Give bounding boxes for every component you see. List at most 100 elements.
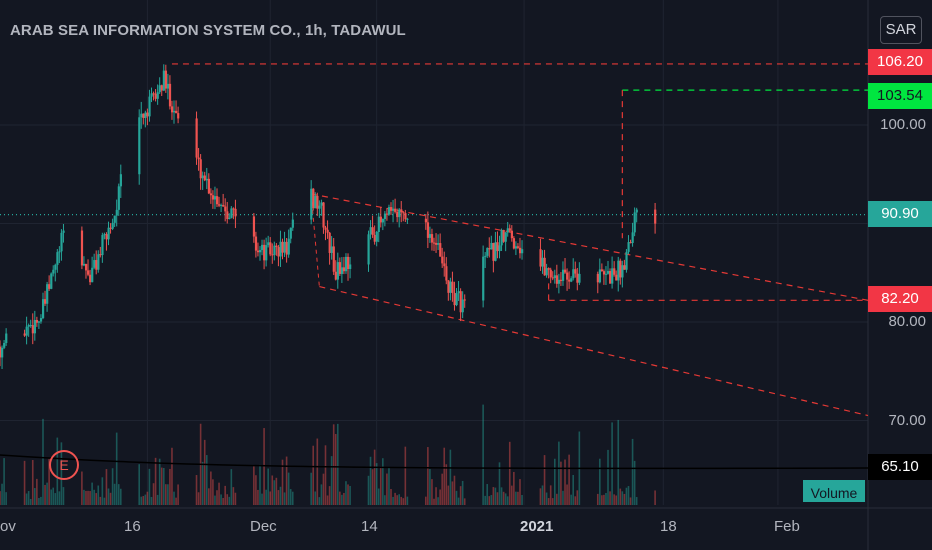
volume-label: Volume [803,480,865,502]
volume-bar [517,491,519,505]
volume-bar [461,480,464,505]
volume-bar [431,479,433,505]
candle-body [392,208,395,211]
volume-bar [328,486,331,505]
volume-bar [44,484,46,505]
candle-body [330,246,333,253]
volume-bar [109,492,112,505]
volume-bar [1,483,3,505]
volume-bar [406,496,409,505]
candle-body [564,269,567,273]
volume-bar [158,458,161,505]
y-tick-80: 80.00 [888,313,926,330]
candle-body [146,112,149,117]
candle-body [158,85,161,93]
candle-body [277,247,280,257]
volume-bar [576,490,579,505]
candle-body [453,292,456,306]
candle-body [46,284,49,304]
candle-body [162,70,165,91]
volume-bar [504,493,507,505]
candle-body [279,241,282,257]
volume-bar [216,490,218,505]
volume-bar [279,486,282,505]
candle-body [175,110,178,114]
volume-bar [379,466,382,505]
volume-bar [197,492,200,505]
earnings-event-icon[interactable]: E [49,450,79,480]
candle-body [173,110,176,113]
candle-body [252,216,256,237]
volume-bar [443,447,446,505]
volume-bar [218,482,220,505]
volume-bar [38,497,40,505]
candle-body [576,273,579,283]
x-tick-14: 14 [361,518,378,535]
candle-body [291,219,294,228]
candle-body [445,266,448,281]
volume-bar [83,489,85,505]
volume-bar [574,496,577,505]
candle-body [334,271,337,280]
volume-bar [50,489,52,505]
price-tag-resistance: 106.20 [868,49,932,75]
volume-bar [635,497,638,505]
candle-body [91,267,94,283]
volume-bar [629,497,632,505]
volume-bar [283,492,286,505]
volume-bar [384,495,386,505]
volume-bar [541,485,544,505]
candle-body [390,207,393,211]
volume-bar [318,497,321,505]
candle-body [572,269,575,279]
volume-bar [377,488,380,505]
volume-bar [396,495,398,505]
currency-button[interactable]: SAR [880,16,922,44]
volume-bar [556,493,558,505]
volume-bar [42,418,44,505]
candle-body [256,250,260,253]
candle-body [41,299,45,319]
volume-bar [5,492,7,505]
candle-body [398,209,401,218]
candle-body [557,279,561,284]
candle-body [385,213,389,215]
candle-body [164,70,168,89]
candle-body [37,321,41,323]
candle-body [326,229,329,233]
volume-bar [572,474,575,505]
price-tag-last: 90.90 [868,201,932,227]
volume-bar [562,490,564,505]
volume-bar [146,491,149,505]
candle-body [289,227,292,239]
volume-bar [259,464,261,505]
volume-bar [54,493,57,505]
volume-bar [441,473,443,505]
volume-bar [115,432,118,505]
candle-body [258,250,262,253]
volume-bar [371,469,374,505]
candle-body [406,218,409,220]
candle-body [197,157,200,160]
volume-bar [549,485,552,505]
y-tick-100: 100.00 [880,116,926,133]
candle-body [400,209,403,213]
volume-bar [285,456,288,505]
volume-bar [394,492,396,505]
volume-bar [36,478,38,505]
volume-bar [310,472,312,505]
volume-bar [547,498,550,505]
candle-body [451,281,454,293]
volume-bar [343,492,345,505]
volume-bar [316,438,319,505]
candle-body [115,209,118,216]
candle-body [514,246,518,249]
volume-bar [103,497,106,505]
volume-bar [138,464,141,505]
candle-body [207,178,211,194]
volume-bar [502,491,505,505]
x-tick-18: 18 [660,518,677,535]
volume-bar [195,475,198,505]
volume-bar [596,493,599,505]
